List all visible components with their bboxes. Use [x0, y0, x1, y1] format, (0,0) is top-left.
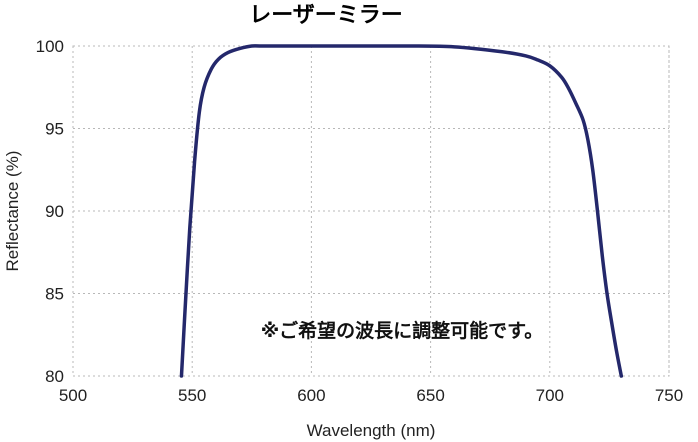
x-tick-label: 750 — [655, 386, 683, 405]
x-tick-label: 650 — [416, 386, 444, 405]
x-axis-label: Wavelength (nm) — [307, 421, 436, 440]
y-tick-label: 90 — [45, 202, 64, 221]
chart-annotation: ※ご希望の波長に調整可能です。 — [261, 319, 544, 342]
y-axis-label: Reflectance (%) — [3, 151, 22, 272]
x-tick-label: 600 — [297, 386, 325, 405]
series-group — [179, 44, 624, 378]
y-tick-label: 100 — [36, 37, 64, 56]
chart-title: レーザーミラー — [249, 3, 403, 28]
y-tick-label: 85 — [45, 285, 64, 304]
x-tick-labels: 500 550 600 650 700 750 — [59, 386, 683, 405]
y-tick-labels: 80 85 90 95 100 — [36, 37, 64, 386]
x-tick-label: 500 — [59, 386, 87, 405]
y-tick-label: 95 — [45, 120, 64, 139]
y-tick-label: 80 — [45, 367, 64, 386]
series-line — [179, 44, 624, 378]
plot-frame — [72, 45, 670, 377]
x-tick-label: 550 — [178, 386, 206, 405]
x-tick-label: 700 — [536, 386, 564, 405]
